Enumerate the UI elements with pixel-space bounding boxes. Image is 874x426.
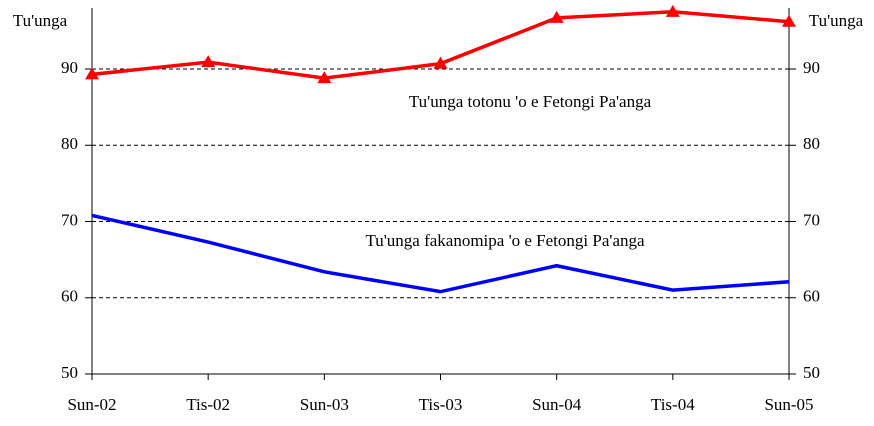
- series-marker: [433, 56, 448, 69]
- y2-tick-label: 70: [803, 210, 820, 229]
- y-tick-label: 80: [61, 134, 78, 153]
- y2-tick-label: 50: [803, 363, 820, 382]
- series-marker: [665, 4, 680, 17]
- series-marker: [317, 71, 332, 84]
- series-marker: [549, 10, 564, 23]
- x-tick-label: Sun-04: [532, 395, 582, 414]
- y-tick-label: 50: [61, 363, 78, 382]
- y-tick-label: 90: [61, 58, 78, 77]
- x-tick-label: Sun-03: [300, 395, 349, 414]
- y-axis-label: Tu'unga: [13, 11, 68, 30]
- x-tick-label: Tis-04: [651, 395, 695, 414]
- x-tick-label: Tis-03: [419, 395, 463, 414]
- y2-tick-label: 80: [803, 134, 820, 153]
- series-marker: [782, 14, 796, 27]
- y-tick-label: 60: [61, 287, 78, 306]
- series-marker: [201, 55, 216, 68]
- y2-axis-label: Tu'unga: [809, 11, 864, 30]
- y2-tick-label: 60: [803, 287, 820, 306]
- x-tick-label: Sun-02: [67, 395, 116, 414]
- y-tick-label: 70: [61, 210, 78, 229]
- y2-tick-label: 90: [803, 58, 820, 77]
- series-annotation: Tu'unga fakanomipa 'o e Fetongi Pa'anga: [365, 231, 645, 250]
- series-line: [91, 213, 790, 294]
- x-tick-label: Tis-02: [186, 395, 230, 414]
- series-annotation: Tu'unga totonu 'o e Fetongi Pa'anga: [409, 92, 652, 111]
- x-tick-label: Sun-05: [764, 395, 813, 414]
- series-marker: [85, 67, 99, 80]
